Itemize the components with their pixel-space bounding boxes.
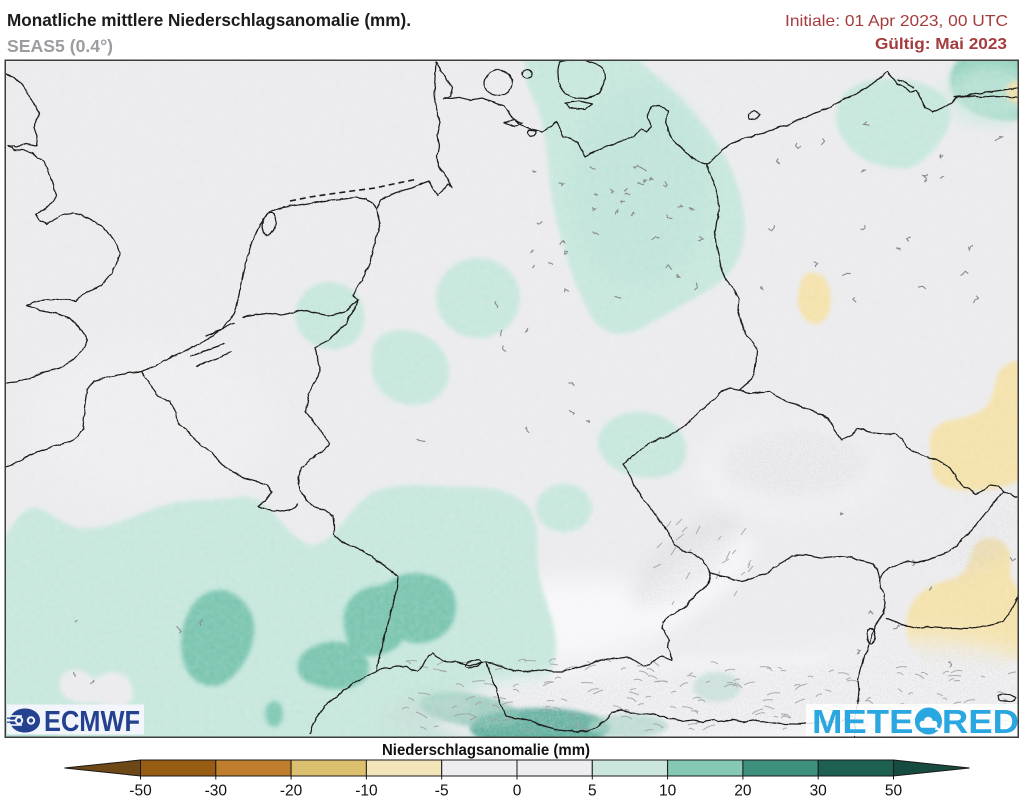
svg-text:30: 30 xyxy=(810,783,828,799)
svg-text:Initiale: 01 Apr 2023, 00 UTC: Initiale: 01 Apr 2023, 00 UTC xyxy=(785,13,1008,30)
svg-text:-5: -5 xyxy=(435,783,449,799)
svg-text:Gültig: Mai 2023: Gültig: Mai 2023 xyxy=(875,36,1007,53)
svg-text:Niederschlagsanomalie (mm): Niederschlagsanomalie (mm) xyxy=(382,742,590,759)
svg-text:-10: -10 xyxy=(355,783,378,799)
svg-text:-20: -20 xyxy=(280,783,303,799)
svg-text:10: 10 xyxy=(659,783,677,799)
svg-text:20: 20 xyxy=(734,783,752,799)
svg-text:METEORED: METEORED xyxy=(812,703,1019,740)
svg-text:Monatliche mittlere Niederschl: Monatliche mittlere Niederschlagsanomali… xyxy=(7,10,411,30)
svg-text:50: 50 xyxy=(885,783,903,799)
svg-text:SEAS5 (0.4°): SEAS5 (0.4°) xyxy=(7,36,113,56)
svg-text:ECMWF: ECMWF xyxy=(44,706,140,738)
svg-text:5: 5 xyxy=(588,783,597,799)
svg-text:-50: -50 xyxy=(129,783,152,799)
svg-text:-30: -30 xyxy=(205,783,228,799)
svg-text:0: 0 xyxy=(513,783,522,799)
